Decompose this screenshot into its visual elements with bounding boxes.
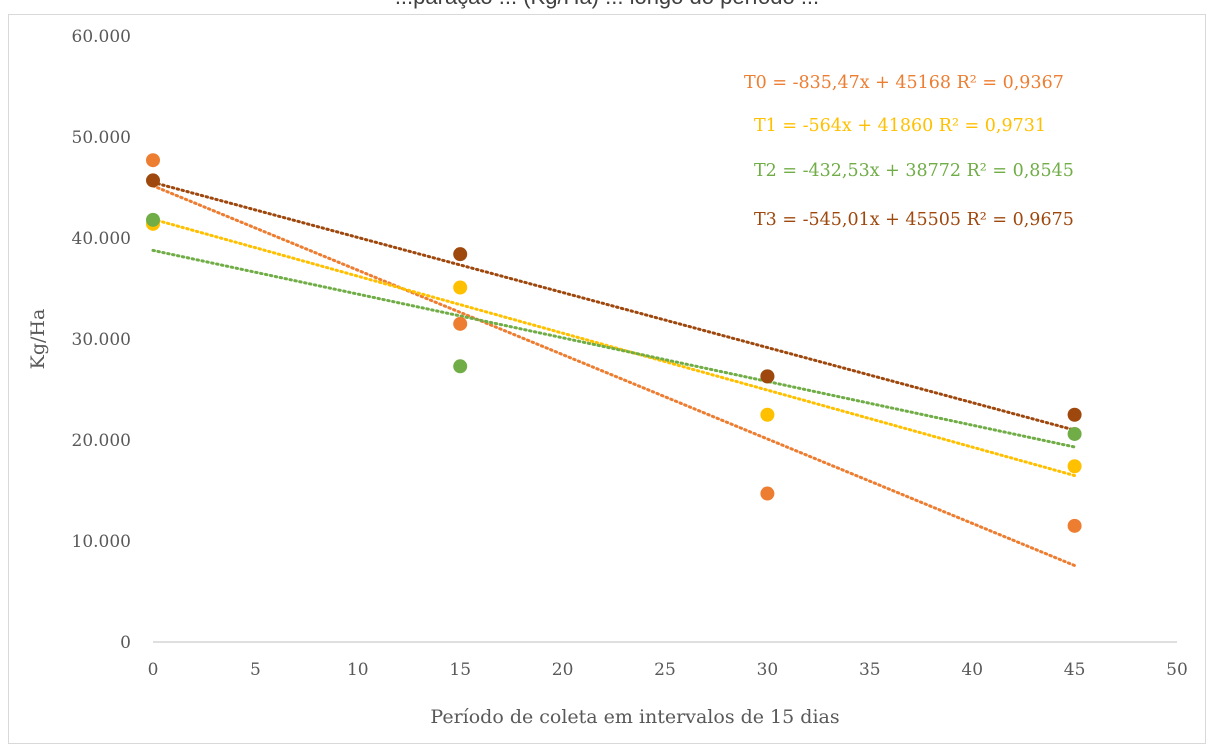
data-point-t1 bbox=[453, 280, 468, 295]
y-tick-label: 0 bbox=[120, 633, 131, 653]
x-tick-label: 15 bbox=[449, 660, 471, 680]
x-tick-label: 25 bbox=[654, 660, 676, 680]
x-tick-label: 45 bbox=[1064, 660, 1086, 680]
y-tick-label: 30.000 bbox=[72, 330, 131, 350]
trendline-t3 bbox=[151, 180, 1077, 432]
y-tick-label: 10.000 bbox=[72, 532, 131, 552]
x-tick-label: 20 bbox=[552, 660, 574, 680]
data-point-t2 bbox=[146, 212, 160, 227]
equation-label-t3: T3 = -545,01x + 45505 R² = 0,9675 bbox=[754, 210, 1074, 230]
equation-label-t0: T0 = -835,47x + 45168 R² = 0,9367 bbox=[744, 73, 1064, 93]
chart-frame bbox=[8, 14, 1206, 744]
x-tick-label: 40 bbox=[961, 660, 983, 680]
data-point-t1 bbox=[1067, 459, 1082, 474]
data-points-layer bbox=[146, 153, 1082, 533]
data-point-t2 bbox=[1067, 426, 1082, 441]
x-axis-title: Período de coleta em intervalos de 15 di… bbox=[430, 706, 839, 728]
cropped-chart-title: ...paração ... (Kg/Ha) ... longo do perí… bbox=[0, 0, 1214, 10]
equation-label-t2: T2 = -432,53x + 38772 R² = 0,8545 bbox=[754, 161, 1074, 181]
data-point-t3 bbox=[760, 369, 775, 384]
trendline-t2 bbox=[151, 248, 1077, 449]
data-point-t3 bbox=[1067, 407, 1082, 422]
data-point-t0 bbox=[760, 486, 775, 501]
x-tick-label: 35 bbox=[859, 660, 881, 680]
trendline-t1 bbox=[151, 217, 1077, 478]
x-tick-label: 10 bbox=[347, 660, 369, 680]
y-axis-title: Kg/Ha bbox=[27, 309, 49, 370]
x-tick-label: 50 bbox=[1166, 660, 1188, 680]
x-tick-label: 0 bbox=[148, 660, 159, 680]
equation-label-t1: T1 = -564x + 41860 R² = 0,9731 bbox=[754, 116, 1046, 136]
y-tick-label: 60.000 bbox=[72, 27, 131, 47]
data-point-t0 bbox=[146, 153, 160, 168]
data-point-t1 bbox=[760, 407, 775, 422]
data-point-t0 bbox=[1067, 518, 1082, 533]
data-point-t3 bbox=[146, 173, 160, 188]
y-tick-label: 50.000 bbox=[72, 128, 131, 148]
x-tick-label: 30 bbox=[757, 660, 779, 680]
data-point-t3 bbox=[453, 247, 468, 262]
y-tick-label: 40.000 bbox=[72, 229, 131, 249]
trendlines-layer bbox=[151, 180, 1077, 568]
labels-layer: 0 5 10 15 20 25 30 35 40 45 50 0 10.000 20.000 30.000 4… bbox=[27, 27, 1188, 728]
trendline-t0 bbox=[151, 184, 1077, 568]
data-point-t2 bbox=[453, 359, 468, 374]
data-point-t0 bbox=[453, 316, 468, 331]
y-tick-label: 20.000 bbox=[72, 431, 131, 451]
x-tick-label: 5 bbox=[250, 660, 261, 680]
